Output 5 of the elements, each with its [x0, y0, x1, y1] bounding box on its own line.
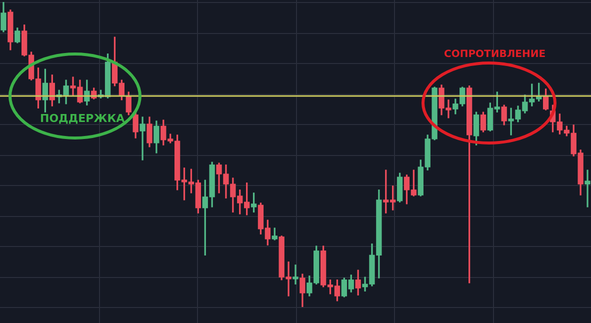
annotation: ПОДДЕРЖКА	[40, 112, 125, 125]
annotation: СОПРОТИВЛЕНИЕ	[444, 49, 546, 60]
candlestick	[584, 170, 590, 208]
candlestick	[292, 264, 298, 284]
candlestick	[140, 116, 146, 160]
